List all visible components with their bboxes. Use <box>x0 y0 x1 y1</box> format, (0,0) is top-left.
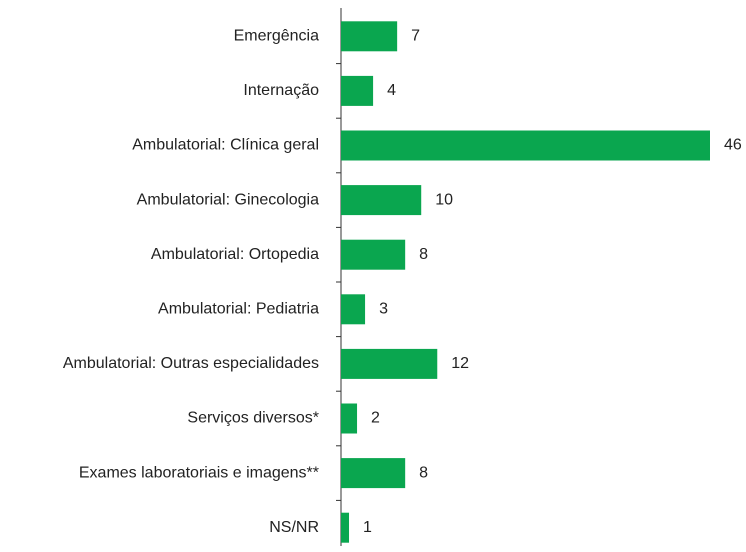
bar <box>341 239 406 270</box>
bar <box>341 75 374 106</box>
value-label: 7 <box>411 28 420 45</box>
value-label: 2 <box>371 410 380 427</box>
value-label: 8 <box>419 246 428 263</box>
value-label: 12 <box>451 355 469 372</box>
category-label: Exames laboratoriais e imagens** <box>79 464 319 481</box>
bar <box>341 403 358 434</box>
category-label: Ambulatorial: Clínica geral <box>132 137 319 154</box>
category-label: Serviços diversos* <box>187 410 319 427</box>
bar <box>341 21 398 52</box>
value-label: 8 <box>419 464 428 481</box>
bar <box>341 348 438 379</box>
value-label: 3 <box>379 301 388 318</box>
category-label: NS/NR <box>269 519 319 536</box>
bar <box>341 294 366 325</box>
category-label: Internação <box>243 82 319 99</box>
category-label: Emergência <box>234 28 319 45</box>
bar <box>341 130 710 161</box>
bar <box>341 185 422 216</box>
value-label: 46 <box>724 137 742 154</box>
category-label: Ambulatorial: Ginecologia <box>137 191 319 208</box>
category-label: Ambulatorial: Outras especialidades <box>63 355 319 372</box>
category-label: Ambulatorial: Ortopedia <box>151 246 319 263</box>
value-label: 1 <box>363 519 372 536</box>
value-label: 4 <box>387 82 396 99</box>
bar <box>341 458 406 489</box>
bar <box>341 512 350 543</box>
value-label: 10 <box>435 191 453 208</box>
category-label: Ambulatorial: Pediatria <box>158 301 319 318</box>
